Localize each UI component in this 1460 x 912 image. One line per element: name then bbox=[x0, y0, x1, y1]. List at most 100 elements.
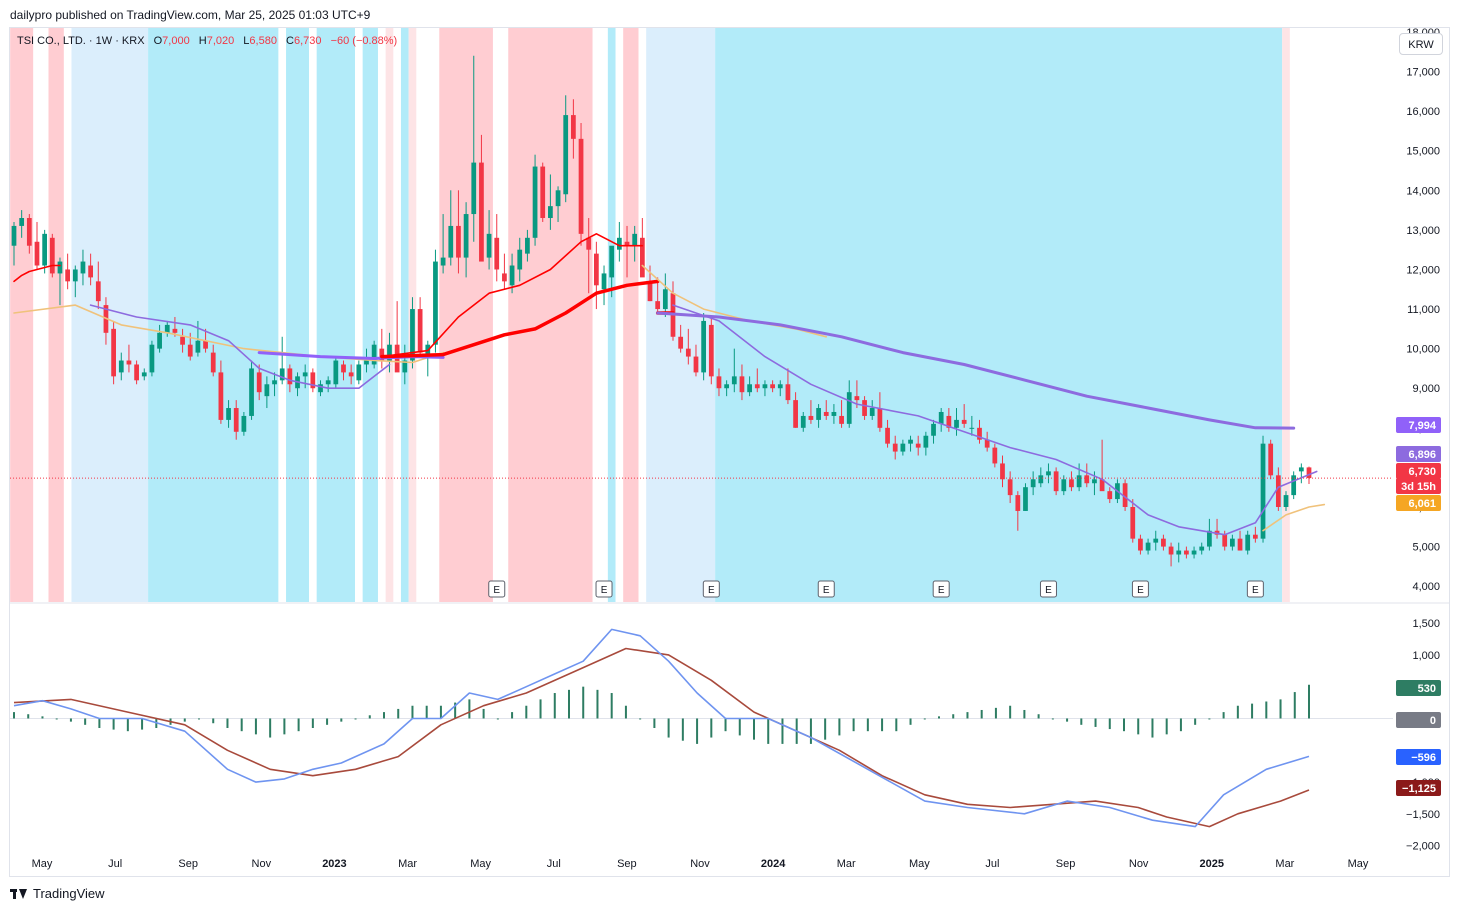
macd-histogram-bar bbox=[212, 718, 215, 724]
open-label: O bbox=[153, 35, 163, 47]
candle-body bbox=[1076, 475, 1082, 488]
candle-body bbox=[1237, 538, 1243, 551]
candle-body bbox=[1145, 542, 1151, 551]
candle-body bbox=[739, 376, 745, 393]
macd-histogram-bar bbox=[653, 718, 656, 728]
candle-body bbox=[793, 400, 798, 428]
candle-body bbox=[885, 427, 890, 444]
macd-histogram-bar bbox=[1222, 712, 1225, 719]
close-value: 6,730 bbox=[293, 35, 322, 47]
macd-histogram-bar bbox=[468, 699, 471, 719]
candle-body bbox=[1199, 546, 1205, 551]
earnings-marker-label: E bbox=[601, 585, 608, 596]
candle-body bbox=[846, 392, 852, 424]
macd-histogram-bar bbox=[1265, 701, 1268, 719]
macd-histogram-bar bbox=[326, 718, 329, 725]
macd-histogram-bar bbox=[41, 716, 44, 719]
macd-histogram-bar bbox=[553, 693, 556, 719]
candle-body bbox=[72, 269, 78, 282]
candle-body bbox=[57, 261, 63, 274]
time-tick-label: May bbox=[470, 858, 491, 870]
time-tick-label: Jul bbox=[547, 858, 561, 870]
candle-body bbox=[1030, 479, 1036, 488]
earnings-marker-label: E bbox=[493, 585, 500, 596]
background-zone bbox=[623, 28, 639, 602]
candle-body bbox=[126, 360, 132, 365]
high-label: H bbox=[198, 35, 207, 47]
candle-body bbox=[371, 344, 377, 365]
macd-histogram-bar bbox=[1194, 718, 1197, 725]
candle-body bbox=[548, 206, 553, 219]
time-tick-label: Mar bbox=[398, 858, 417, 870]
moving-average-line bbox=[13, 304, 444, 364]
time-tick-label: 2024 bbox=[761, 858, 786, 870]
earnings-marker bbox=[595, 580, 613, 598]
candle-body bbox=[969, 427, 975, 429]
earnings-marker-label: E bbox=[708, 585, 715, 596]
macd-histogram-bar bbox=[183, 718, 186, 722]
candle-body bbox=[318, 384, 323, 393]
macd-histogram-bar bbox=[1037, 714, 1040, 719]
price-tick-label: 13,000 bbox=[1406, 225, 1440, 237]
candle-body bbox=[777, 384, 783, 389]
candle-body bbox=[770, 384, 775, 389]
macd-histogram-bar bbox=[1293, 692, 1296, 719]
macd-histogram-bar bbox=[496, 718, 499, 720]
candle-body bbox=[1245, 534, 1251, 551]
macd-histogram-bar bbox=[141, 718, 144, 730]
candle-body bbox=[1252, 534, 1258, 539]
candle-body bbox=[931, 423, 936, 436]
candle-body bbox=[555, 190, 561, 207]
macd-badge-label: 530 bbox=[1418, 683, 1436, 695]
candle-body bbox=[601, 273, 607, 290]
time-tick-label: Nov bbox=[1129, 858, 1149, 870]
background-zone bbox=[385, 28, 394, 602]
background-zone bbox=[362, 28, 378, 602]
candle-body bbox=[1053, 471, 1059, 492]
candle-body bbox=[992, 447, 998, 464]
macd-histogram-bar bbox=[1151, 718, 1154, 738]
time-tick-label: 2025 bbox=[1200, 858, 1224, 870]
macd-histogram-bar bbox=[980, 709, 983, 719]
macd-tick-label: 1,000 bbox=[1412, 650, 1440, 662]
macd-histogram-bar bbox=[753, 718, 755, 740]
candle-body bbox=[26, 218, 32, 246]
macd-histogram-bar bbox=[923, 718, 926, 720]
candle-body bbox=[479, 162, 484, 262]
candle-body bbox=[517, 249, 523, 270]
candle-body bbox=[1168, 546, 1174, 555]
candle-body bbox=[233, 408, 239, 432]
candle-body bbox=[938, 411, 944, 424]
candle-body bbox=[1153, 538, 1159, 543]
macd-histogram-bar bbox=[198, 718, 200, 720]
macd-histogram-bar bbox=[895, 718, 898, 732]
footer-brand[interactable]: TradingView bbox=[10, 886, 105, 901]
macd-histogram-bar bbox=[1009, 705, 1012, 719]
candle-body bbox=[716, 376, 722, 389]
background-zone bbox=[1282, 28, 1290, 602]
candle-body bbox=[256, 372, 262, 393]
candle-body bbox=[287, 368, 293, 385]
candle-body bbox=[1229, 538, 1235, 547]
background-zone bbox=[286, 28, 310, 602]
candle-body bbox=[1184, 550, 1189, 555]
macd-histogram-bar bbox=[1080, 718, 1083, 725]
macd-histogram-bar bbox=[13, 712, 15, 719]
candle-body bbox=[586, 237, 592, 250]
price-badge bbox=[1396, 463, 1441, 479]
moving-average-line bbox=[381, 233, 644, 358]
macd-histogram-bar bbox=[767, 718, 770, 744]
tradingview-logo-icon bbox=[10, 888, 28, 899]
candle-body bbox=[348, 372, 354, 377]
candle-body bbox=[616, 237, 622, 250]
candle-body bbox=[1161, 538, 1166, 547]
earnings-marker bbox=[702, 580, 720, 598]
macd-histogram-bar bbox=[55, 718, 58, 720]
macd-histogram-bar bbox=[539, 699, 542, 719]
currency-button[interactable]: KRW bbox=[1399, 33, 1443, 55]
background-zone bbox=[148, 28, 279, 602]
candle-body bbox=[1000, 463, 1005, 480]
macd-histogram-bar bbox=[582, 686, 585, 719]
price-badge-label: 6,730 bbox=[1408, 466, 1436, 478]
